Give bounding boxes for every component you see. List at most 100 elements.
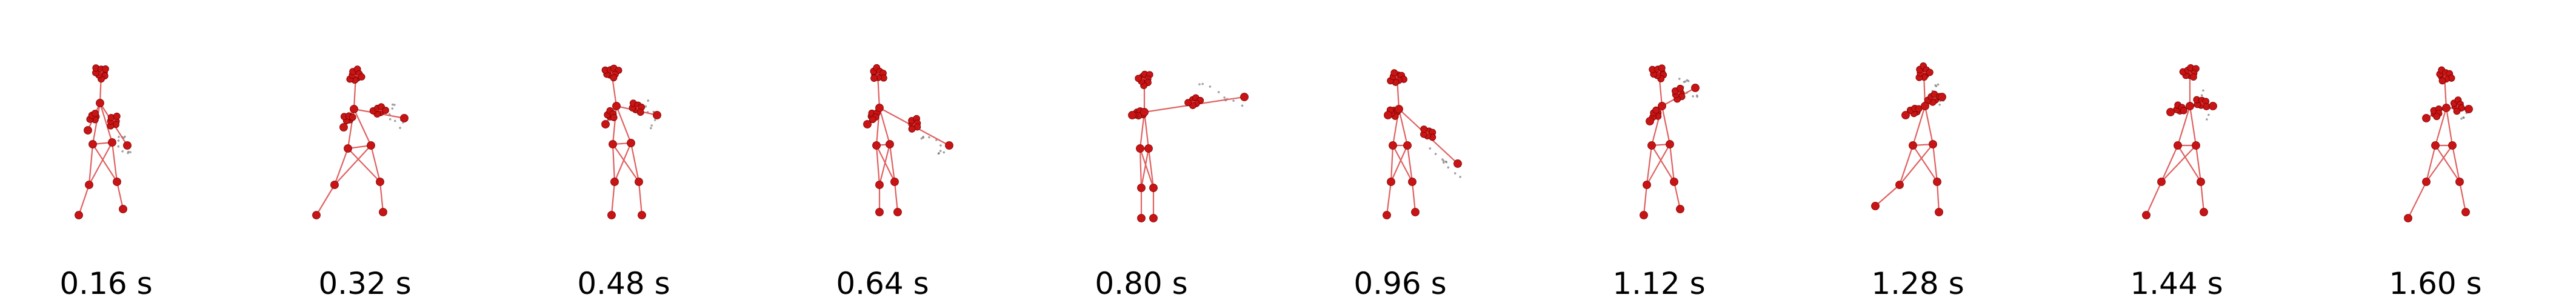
head-joint — [1926, 68, 1934, 76]
joint-marker — [1658, 102, 1666, 110]
bone-segment — [1661, 105, 1671, 145]
bone-segment — [889, 144, 896, 182]
joint-marker — [119, 205, 127, 213]
joint-marker — [1909, 141, 1917, 150]
trail-dot — [393, 119, 396, 122]
skeleton-figure — [2404, 66, 2473, 222]
bone-segment — [612, 144, 639, 182]
trail-dot — [1444, 161, 1447, 163]
hand-joint — [1420, 125, 1428, 133]
skeleton-figure — [75, 64, 132, 219]
joint-marker — [85, 181, 93, 189]
trail-dot — [1938, 104, 1941, 106]
trail-dot — [129, 151, 132, 153]
time-label: 1.12 s — [1612, 266, 1705, 301]
joint-marker — [108, 138, 116, 147]
trail-dot — [2200, 94, 2203, 97]
joint-marker — [1136, 144, 1144, 153]
joint-marker — [367, 141, 375, 150]
trail-dot — [939, 150, 942, 152]
bone-segment — [2145, 181, 2163, 216]
bone-segment — [88, 142, 113, 185]
joint-marker — [1640, 211, 1648, 219]
trail-dot — [1223, 96, 1226, 99]
joint-marker — [1137, 184, 1146, 192]
joint-marker — [2431, 141, 2440, 150]
trail-dot — [1442, 159, 1445, 162]
joint-marker — [2157, 178, 2166, 186]
bone-segment — [2160, 145, 2179, 182]
joint-marker — [1453, 159, 1462, 168]
bone-segment — [1646, 145, 1653, 185]
trail-dot — [1937, 83, 1940, 86]
time-label: 0.16 s — [59, 266, 152, 301]
skeleton-figure — [1871, 62, 1946, 216]
joint-marker — [350, 105, 358, 113]
bone-segment — [638, 181, 643, 216]
joint-marker — [638, 211, 646, 219]
bone-segment — [2445, 107, 2454, 146]
joint-marker — [2186, 102, 2194, 110]
joint-marker — [1646, 117, 1654, 125]
joint-marker — [96, 99, 104, 107]
joint-marker — [1901, 111, 1910, 119]
bone-segment — [111, 142, 118, 182]
time-label: 0.48 s — [577, 266, 670, 301]
bone-segment — [2161, 145, 2197, 182]
bone-segment — [1669, 144, 1675, 182]
frame-8: 1.28 s — [1871, 62, 1964, 301]
trail-dot — [391, 107, 394, 110]
joint-marker — [2142, 211, 2151, 219]
joint-marker — [945, 141, 953, 150]
trail-dot — [644, 105, 647, 108]
joint-marker — [875, 104, 884, 112]
trail-dot — [1217, 91, 1220, 93]
skeleton-figure — [863, 64, 953, 216]
bone-segment — [2435, 145, 2460, 182]
joint-marker — [1137, 214, 1146, 222]
joint-marker — [2404, 214, 2412, 222]
frame-6: 0.96 s — [1353, 69, 1462, 301]
bone-segment — [615, 105, 632, 144]
trail-dot — [928, 136, 930, 139]
trail-dot — [1434, 153, 1437, 155]
head-joint — [2438, 77, 2446, 85]
joint-marker — [2192, 141, 2200, 150]
joint-marker — [330, 181, 339, 189]
joint-marker — [1389, 141, 1397, 150]
joint-marker — [379, 208, 387, 216]
joint-marker — [1933, 178, 1941, 186]
joint-marker — [890, 178, 899, 186]
bone-segment — [1143, 112, 1150, 149]
joint-marker — [1144, 144, 1153, 153]
bone-segment — [1651, 145, 1675, 182]
head-joint — [2189, 73, 2197, 81]
joint-marker — [872, 141, 881, 150]
bone-segment — [1392, 145, 1413, 182]
bone-segment — [2434, 107, 2448, 146]
hand-joint — [636, 108, 644, 116]
bone-segment — [333, 148, 349, 185]
bone-segment — [610, 181, 616, 216]
bone-segment — [1898, 145, 1914, 185]
bone-segment — [1643, 184, 1648, 216]
trail-dot — [1209, 85, 1212, 88]
joint-marker — [1935, 208, 1943, 216]
time-label: 0.64 s — [836, 266, 929, 301]
skeleton-figure — [601, 64, 661, 219]
hand-joint — [349, 113, 356, 121]
joint-marker — [1149, 184, 1158, 192]
joint-marker — [2200, 208, 2208, 216]
bone-segment — [1875, 184, 1900, 207]
hand-joint — [2203, 103, 2211, 110]
head-joint — [1390, 69, 1398, 77]
trail-dot — [1696, 94, 1698, 97]
trail-dot — [920, 137, 923, 140]
bone-segment — [612, 144, 616, 182]
skeleton-figure — [1640, 64, 1700, 219]
joint-marker — [635, 178, 643, 186]
joint-marker — [2174, 141, 2182, 150]
time-label: 0.80 s — [1095, 266, 1187, 301]
joint-marker — [886, 140, 894, 148]
frame-1: 0.16 s — [59, 64, 153, 301]
